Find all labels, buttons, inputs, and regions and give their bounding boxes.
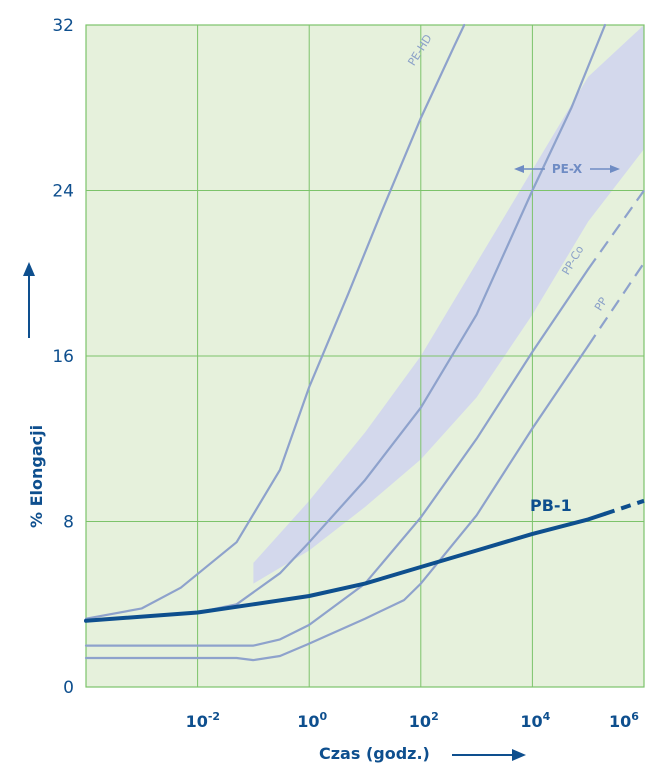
x-tick-label: 106 <box>609 710 639 731</box>
label-pb-1: PB-1 <box>530 496 572 515</box>
y-axis-title: % Elongacji <box>27 425 46 528</box>
series-pp-dashed <box>587 262 645 347</box>
series-pp-co-dashed <box>587 189 645 270</box>
x-tick-label: 104 <box>520 710 550 731</box>
y-tick-label: 16 <box>52 347 74 367</box>
pe-x-arrow-left-head <box>514 165 524 173</box>
y-tick-label: 0 <box>63 678 74 698</box>
y-axis-title-group: % Elongacji <box>23 262 46 528</box>
x-axis-title: Czas (godz.) <box>319 744 430 763</box>
y-tick-label: 32 <box>52 16 74 36</box>
series-lines <box>84 23 645 662</box>
x-tick-label: 102 <box>409 710 439 731</box>
x-axis-title-group: Czas (godz.) <box>319 744 526 763</box>
pe-x-arrow-right-head <box>610 165 620 173</box>
x-tick-label: 10-2 <box>186 710 221 731</box>
pe-x-band-area <box>253 25 644 584</box>
x-axis-arrow-head <box>512 749 526 761</box>
label-pp: PP <box>592 295 610 313</box>
x-tick-label: 100 <box>297 710 327 731</box>
y-axis-arrow-head <box>23 262 35 276</box>
y-tick-label: 8 <box>63 513 74 533</box>
grid-lines <box>85 24 645 688</box>
y-tick-labels: 0 8 16 24 32 <box>52 16 74 698</box>
series-pb-1-dashed <box>604 498 645 516</box>
x-tick-labels: 10-2 100 102 104 106 <box>186 710 640 731</box>
series-pe-hd-line <box>84 23 466 620</box>
plot-border <box>85 24 645 688</box>
pe-x-band <box>253 25 644 584</box>
label-pe-x: PE-X <box>552 162 583 176</box>
y-tick-label: 24 <box>52 182 74 202</box>
series-pp-line <box>84 344 590 662</box>
series-pb-1-line <box>84 511 607 623</box>
